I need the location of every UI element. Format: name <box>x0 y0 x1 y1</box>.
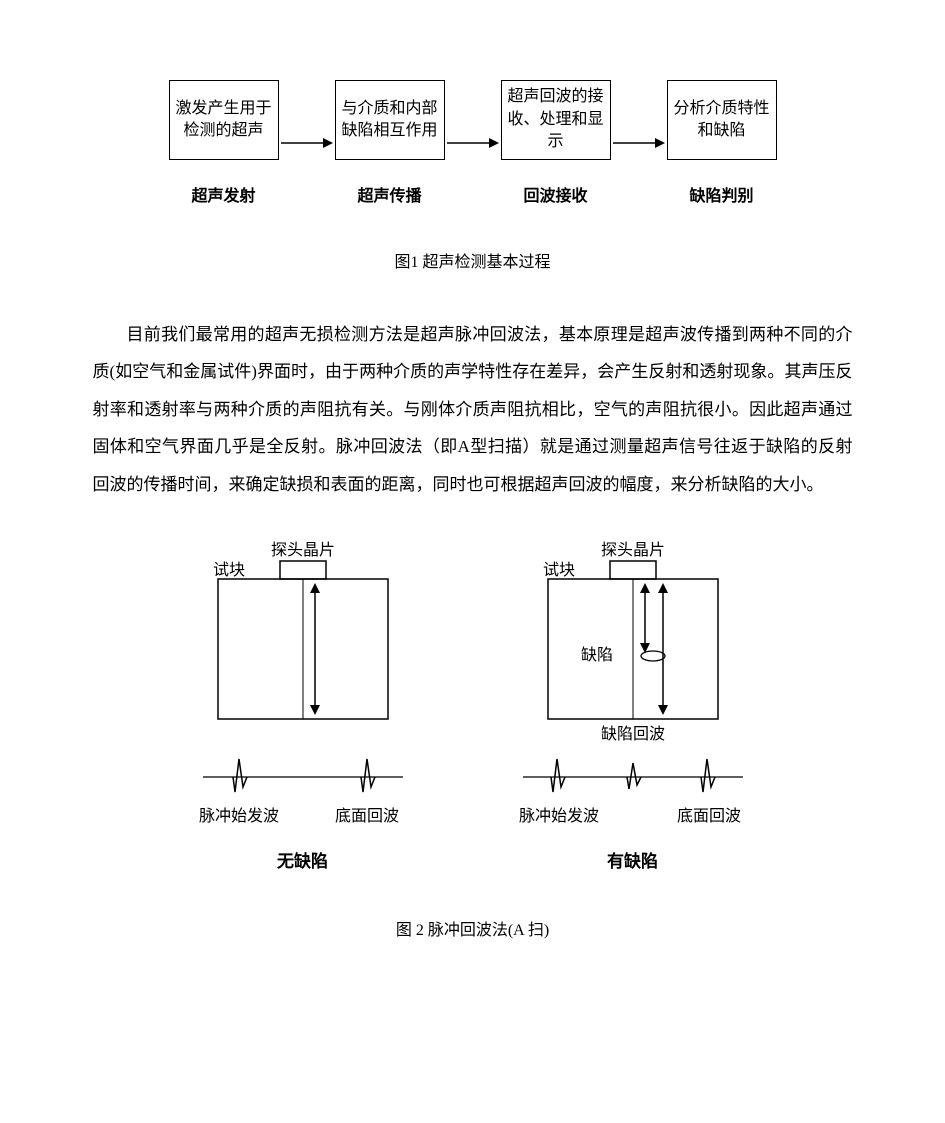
flow-box-4: 分析介质特性和缺陷 <box>667 80 777 160</box>
figure-1-caption: 图1 超声检测基本过程 <box>0 248 945 272</box>
flow-box-2: 与介质和内部缺陷相互作用 <box>335 80 445 160</box>
flow-step-2: 与介质和内部缺陷相互作用 超声传播 <box>335 80 445 206</box>
flow-row: 激发产生用于检测的超声 超声发射 与介质和内部缺陷相互作用 超声传播 <box>169 80 777 206</box>
bottom-echo-label: 底面回波 <box>334 807 398 825</box>
beam-full-up-head <box>658 583 668 593</box>
flow-box-3-text: 超声回波的接收、处理和显示 <box>506 86 606 153</box>
flow-label-3: 回波接收 <box>523 182 587 206</box>
probe-box <box>610 561 656 579</box>
flow-arrow-1 <box>279 103 335 183</box>
fig2-with-defect-svg: 探头晶片 试块 缺陷 <box>503 539 763 829</box>
flow-step-1: 激发产生用于检测的超声 超声发射 <box>169 80 279 206</box>
figure-2-caption: 图 2 脉冲回波法(A 扫) <box>0 916 945 940</box>
probe-label: 探头晶片 <box>600 541 664 559</box>
flow-step-4: 分析介质特性和缺陷 缺陷判别 <box>667 80 777 206</box>
fig2-sub-no-defect: 无缺陷 <box>277 847 328 872</box>
flow-step-3: 超声回波的接收、处理和显示 回波接收 <box>501 80 611 206</box>
flow-label-1: 超声发射 <box>191 182 255 206</box>
block-label: 试块 <box>542 561 574 579</box>
pulse-start-label: 脉冲始发波 <box>198 807 278 825</box>
flow-box-2-text: 与介质和内部缺陷相互作用 <box>340 98 440 143</box>
flow-label-2: 超声传播 <box>357 182 421 206</box>
flow-label-4: 缺陷判别 <box>689 182 753 206</box>
flow-box-1-text: 激发产生用于检测的超声 <box>174 98 274 143</box>
fig2-sub-with-defect: 有缺陷 <box>607 847 658 872</box>
flow-box-3: 超声回波的接收、处理和显示 <box>501 80 611 160</box>
flow-arrow-2 <box>445 103 501 183</box>
fig2-no-defect-panel: 探头晶片 试块 <box>183 539 423 872</box>
flow-box-4-text: 分析介质特性和缺陷 <box>672 98 772 143</box>
block-label: 试块 <box>212 561 244 579</box>
beam-full-down-head <box>658 705 668 715</box>
waveform-with-defect <box>523 759 743 792</box>
bottom-echo-label: 底面回波 <box>676 807 740 825</box>
beam-to-defect-up-head <box>640 583 650 593</box>
pulse-start-label: 脉冲始发波 <box>518 807 598 825</box>
arrow-icon <box>445 133 501 153</box>
probe-label: 探头晶片 <box>270 541 334 559</box>
beam-up-head <box>310 583 320 593</box>
figure-1-flowchart: 激发产生用于检测的超声 超声发射 与介质和内部缺陷相互作用 超声传播 <box>0 80 945 206</box>
probe-box <box>280 561 326 579</box>
arrow-icon <box>611 133 667 153</box>
beam-down-head <box>310 705 320 715</box>
figure-2: 探头晶片 试块 <box>0 539 945 872</box>
defect-echo-label: 缺陷回波 <box>600 725 664 743</box>
waveform-no-defect <box>203 759 403 792</box>
flow-arrow-3 <box>611 103 667 183</box>
fig2-no-defect-svg: 探头晶片 试块 <box>183 539 423 829</box>
flow-box-1: 激发产生用于检测的超声 <box>169 80 279 160</box>
document-page: 激发产生用于检测的超声 超声发射 与介质和内部缺陷相互作用 超声传播 <box>0 0 945 980</box>
defect-label: 缺陷 <box>580 646 612 664</box>
body-paragraph: 目前我们最常用的超声无损检测方法是超声脉冲回波法，基本原理是超声波传播到两种不同… <box>93 316 853 503</box>
defect-shape <box>641 651 665 661</box>
fig2-with-defect-panel: 探头晶片 试块 缺陷 <box>503 539 763 872</box>
arrow-icon <box>279 133 335 153</box>
